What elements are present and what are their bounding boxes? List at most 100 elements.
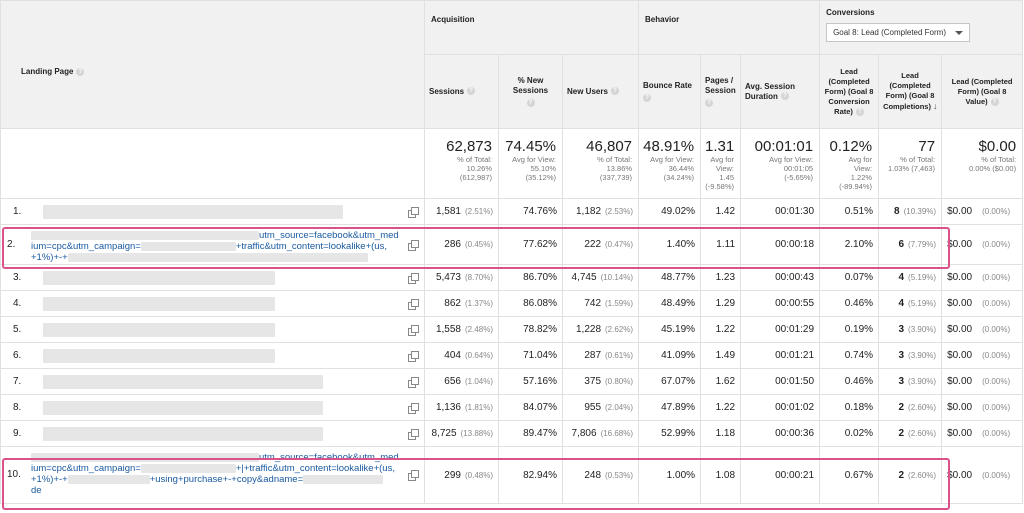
col-new-users[interactable]: New Users? — [561, 54, 640, 129]
landing-page-cell[interactable]: 2. utm_source=facebook&utm_med ium=cpc&utm… — [0, 224, 425, 265]
col-goal8-completions[interactable]: Lead (Completed Form) (Goal 8 Completion… — [878, 54, 943, 129]
landing-page-cell[interactable]: 4. — [0, 290, 425, 317]
table-row[interactable]: 2. utm_source=facebook&utm_med ium=cpc&utm… — [0, 224, 1024, 265]
col-bounce-rate[interactable]: Bounce Rate? — [638, 54, 702, 129]
open-in-new-window-icon[interactable] — [408, 239, 419, 251]
completions-cell: 3 (3.90%) — [878, 342, 943, 369]
landing-page-cell[interactable]: 3. — [0, 264, 425, 291]
row-index: 8. — [13, 402, 22, 414]
landing-page-cell[interactable]: 1. — [0, 198, 425, 225]
table-row[interactable]: 4. 862 (1.37%) 86.08% 742 (1.59%) 48.49% 1.29 00… — [0, 290, 1024, 317]
sessions-cell: 286 (0.45%) — [424, 224, 499, 265]
pages-session-cell: 1.23 — [700, 264, 742, 291]
help-icon[interactable]: ? — [643, 94, 652, 102]
bounce-rate-cell: 48.77% — [638, 264, 702, 291]
pages-session-cell: 1.08 — [700, 446, 742, 504]
help-icon[interactable]: ? — [526, 99, 535, 107]
new-users-cell: 4,745 (10.14%) — [561, 264, 640, 291]
help-icon[interactable]: ? — [467, 87, 476, 96]
conv-rate-cell: 0.67% — [819, 446, 880, 504]
totals-row: 62,873% of Total: 10.26% (612,987) 74.45% A… — [0, 128, 1024, 199]
col-avg-session-duration[interactable]: Avg. Session Duration? — [740, 54, 821, 129]
total-bounce-rate: 48.91% Avg for View: 36.44% (34.24%) — [638, 128, 702, 199]
completions-cell: 2 (2.60%) — [878, 446, 943, 504]
landing-page-cell[interactable]: 5. — [0, 316, 425, 343]
table-row[interactable]: 10. utm_source=facebook&utm_med ium=cpc&ut… — [0, 446, 1024, 504]
col-pages-session[interactable]: Pages / Session? — [700, 54, 742, 129]
sort-down-arrow-icon[interactable]: ↓ — [932, 101, 938, 111]
conv-rate-cell: 0.46% — [819, 290, 880, 317]
row-index: 9. — [13, 428, 22, 440]
row-index: 7. — [13, 376, 22, 388]
col-new-sessions[interactable]: % New Sessions? — [498, 54, 563, 129]
open-in-new-window-icon[interactable] — [408, 324, 419, 336]
new-users-cell: 1,228 (2.62%) — [561, 316, 640, 343]
table-row[interactable]: 9. 8,725 (13.88%) 89.47% 7,806 (16.68%) 52.99%… — [0, 420, 1024, 447]
landing-page-cell[interactable]: 10. utm_source=facebook&utm_med ium=cpc&ut… — [0, 446, 425, 504]
total-pages-session: 1.31 Avg for View: 1.45 (-9.58%) — [700, 128, 742, 199]
table-row[interactable]: 3. 5,473 (8.70%) 86.70% 4,745 (10.14%) 48.77% 1… — [0, 264, 1024, 291]
open-in-new-window-icon[interactable] — [408, 402, 419, 414]
new-sessions-cell: 78.82% — [498, 316, 563, 343]
landing-page-cell[interactable]: 7. — [0, 368, 425, 395]
open-in-new-window-icon[interactable] — [408, 428, 419, 440]
table-row[interactable]: 1. 1,581 (2.51%) 74.76% 1,182 (2.53%) 49.02% 1.… — [0, 198, 1024, 225]
goal-select-dropdown[interactable]: Goal 8: Lead (Completed Form) — [826, 23, 971, 42]
open-in-new-window-icon[interactable] — [408, 376, 419, 388]
open-in-new-window-icon[interactable] — [408, 298, 419, 310]
landing-page-cell[interactable]: 9. — [0, 420, 425, 447]
sessions-cell: 5,473 (8.70%) — [424, 264, 499, 291]
open-in-new-window-icon[interactable] — [408, 272, 419, 284]
row-index: 5. — [13, 324, 22, 336]
open-in-new-window-icon[interactable] — [408, 350, 419, 362]
bounce-rate-cell: 49.02% — [638, 198, 702, 225]
bounce-rate-cell: 48.49% — [638, 290, 702, 317]
row-index: 1. — [13, 206, 22, 218]
help-icon[interactable]: ? — [76, 67, 85, 76]
landing-page-link[interactable]: utm_source=facebook&utm_med ium=cpc&utm_c… — [31, 452, 399, 496]
sessions-cell: 404 (0.64%) — [424, 342, 499, 369]
col-sessions[interactable]: Sessions? — [424, 54, 499, 129]
sessions-cell: 1,581 (2.51%) — [424, 198, 499, 225]
new-sessions-cell: 89.47% — [498, 420, 563, 447]
pages-session-cell: 1.11 — [700, 224, 742, 265]
landing-page-header[interactable]: Landing Page? — [0, 0, 425, 129]
conv-rate-cell: 0.19% — [819, 316, 880, 343]
conv-rate-cell: 0.02% — [819, 420, 880, 447]
table-row[interactable]: 8. 1,136 (1.81%) 84.07% 955 (2.04%) 47.89% 1.22… — [0, 394, 1024, 421]
help-icon[interactable]: ? — [610, 87, 619, 96]
completions-cell: 8 (10.39%) — [878, 198, 943, 225]
pages-session-cell: 1.22 — [700, 316, 742, 343]
total-new-sessions: 74.45% Avg for View: 55.10% (35.12%) — [498, 128, 563, 199]
help-icon[interactable]: ? — [780, 92, 789, 101]
avg-duration-cell: 00:00:43 — [740, 264, 821, 291]
avg-duration-cell: 00:01:29 — [740, 316, 821, 343]
table-row[interactable]: 6. 404 (0.64%) 71.04% 287 (0.61%) 41.09% 1.49 00… — [0, 342, 1024, 369]
sessions-cell: 656 (1.04%) — [424, 368, 499, 395]
landing-page-cell[interactable]: 6. — [0, 342, 425, 369]
new-sessions-cell: 84.07% — [498, 394, 563, 421]
sessions-cell: 299 (0.48%) — [424, 446, 499, 504]
new-users-cell: 955 (2.04%) — [561, 394, 640, 421]
pages-session-cell: 1.18 — [700, 420, 742, 447]
table-row[interactable]: 7. 656 (1.04%) 57.16% 375 (0.80%) 67.07% 1.62 00… — [0, 368, 1024, 395]
new-users-cell: 742 (1.59%) — [561, 290, 640, 317]
sessions-cell: 8,725 (13.88%) — [424, 420, 499, 447]
new-sessions-cell: 86.70% — [498, 264, 563, 291]
landing-page-link[interactable]: utm_source=facebook&utm_med ium=cpc&utm_c… — [31, 230, 399, 263]
avg-duration-cell: 00:00:18 — [740, 224, 821, 265]
table-row[interactable]: 5. 1,558 (2.48%) 78.82% 1,228 (2.62%) 45.19% 1.… — [0, 316, 1024, 343]
help-icon[interactable]: ? — [705, 99, 714, 107]
open-in-new-window-icon[interactable] — [408, 206, 419, 218]
sessions-cell: 1,558 (2.48%) — [424, 316, 499, 343]
open-in-new-window-icon[interactable] — [408, 470, 419, 481]
help-icon[interactable]: ? — [855, 107, 864, 116]
conv-rate-cell: 0.07% — [819, 264, 880, 291]
landing-page-cell[interactable]: 8. — [0, 394, 425, 421]
col-goal8-value[interactable]: Lead (Completed Form) (Goal 8 Value)? — [941, 54, 1024, 129]
help-icon[interactable]: ? — [990, 97, 999, 106]
value-cell: $0.00 (0.00%) — [941, 342, 1024, 369]
completions-cell: 3 (3.90%) — [878, 368, 943, 395]
col-goal8-conversion-rate[interactable]: Lead (Completed Form) (Goal 8 Conversion… — [819, 54, 880, 129]
conv-rate-cell: 0.46% — [819, 368, 880, 395]
